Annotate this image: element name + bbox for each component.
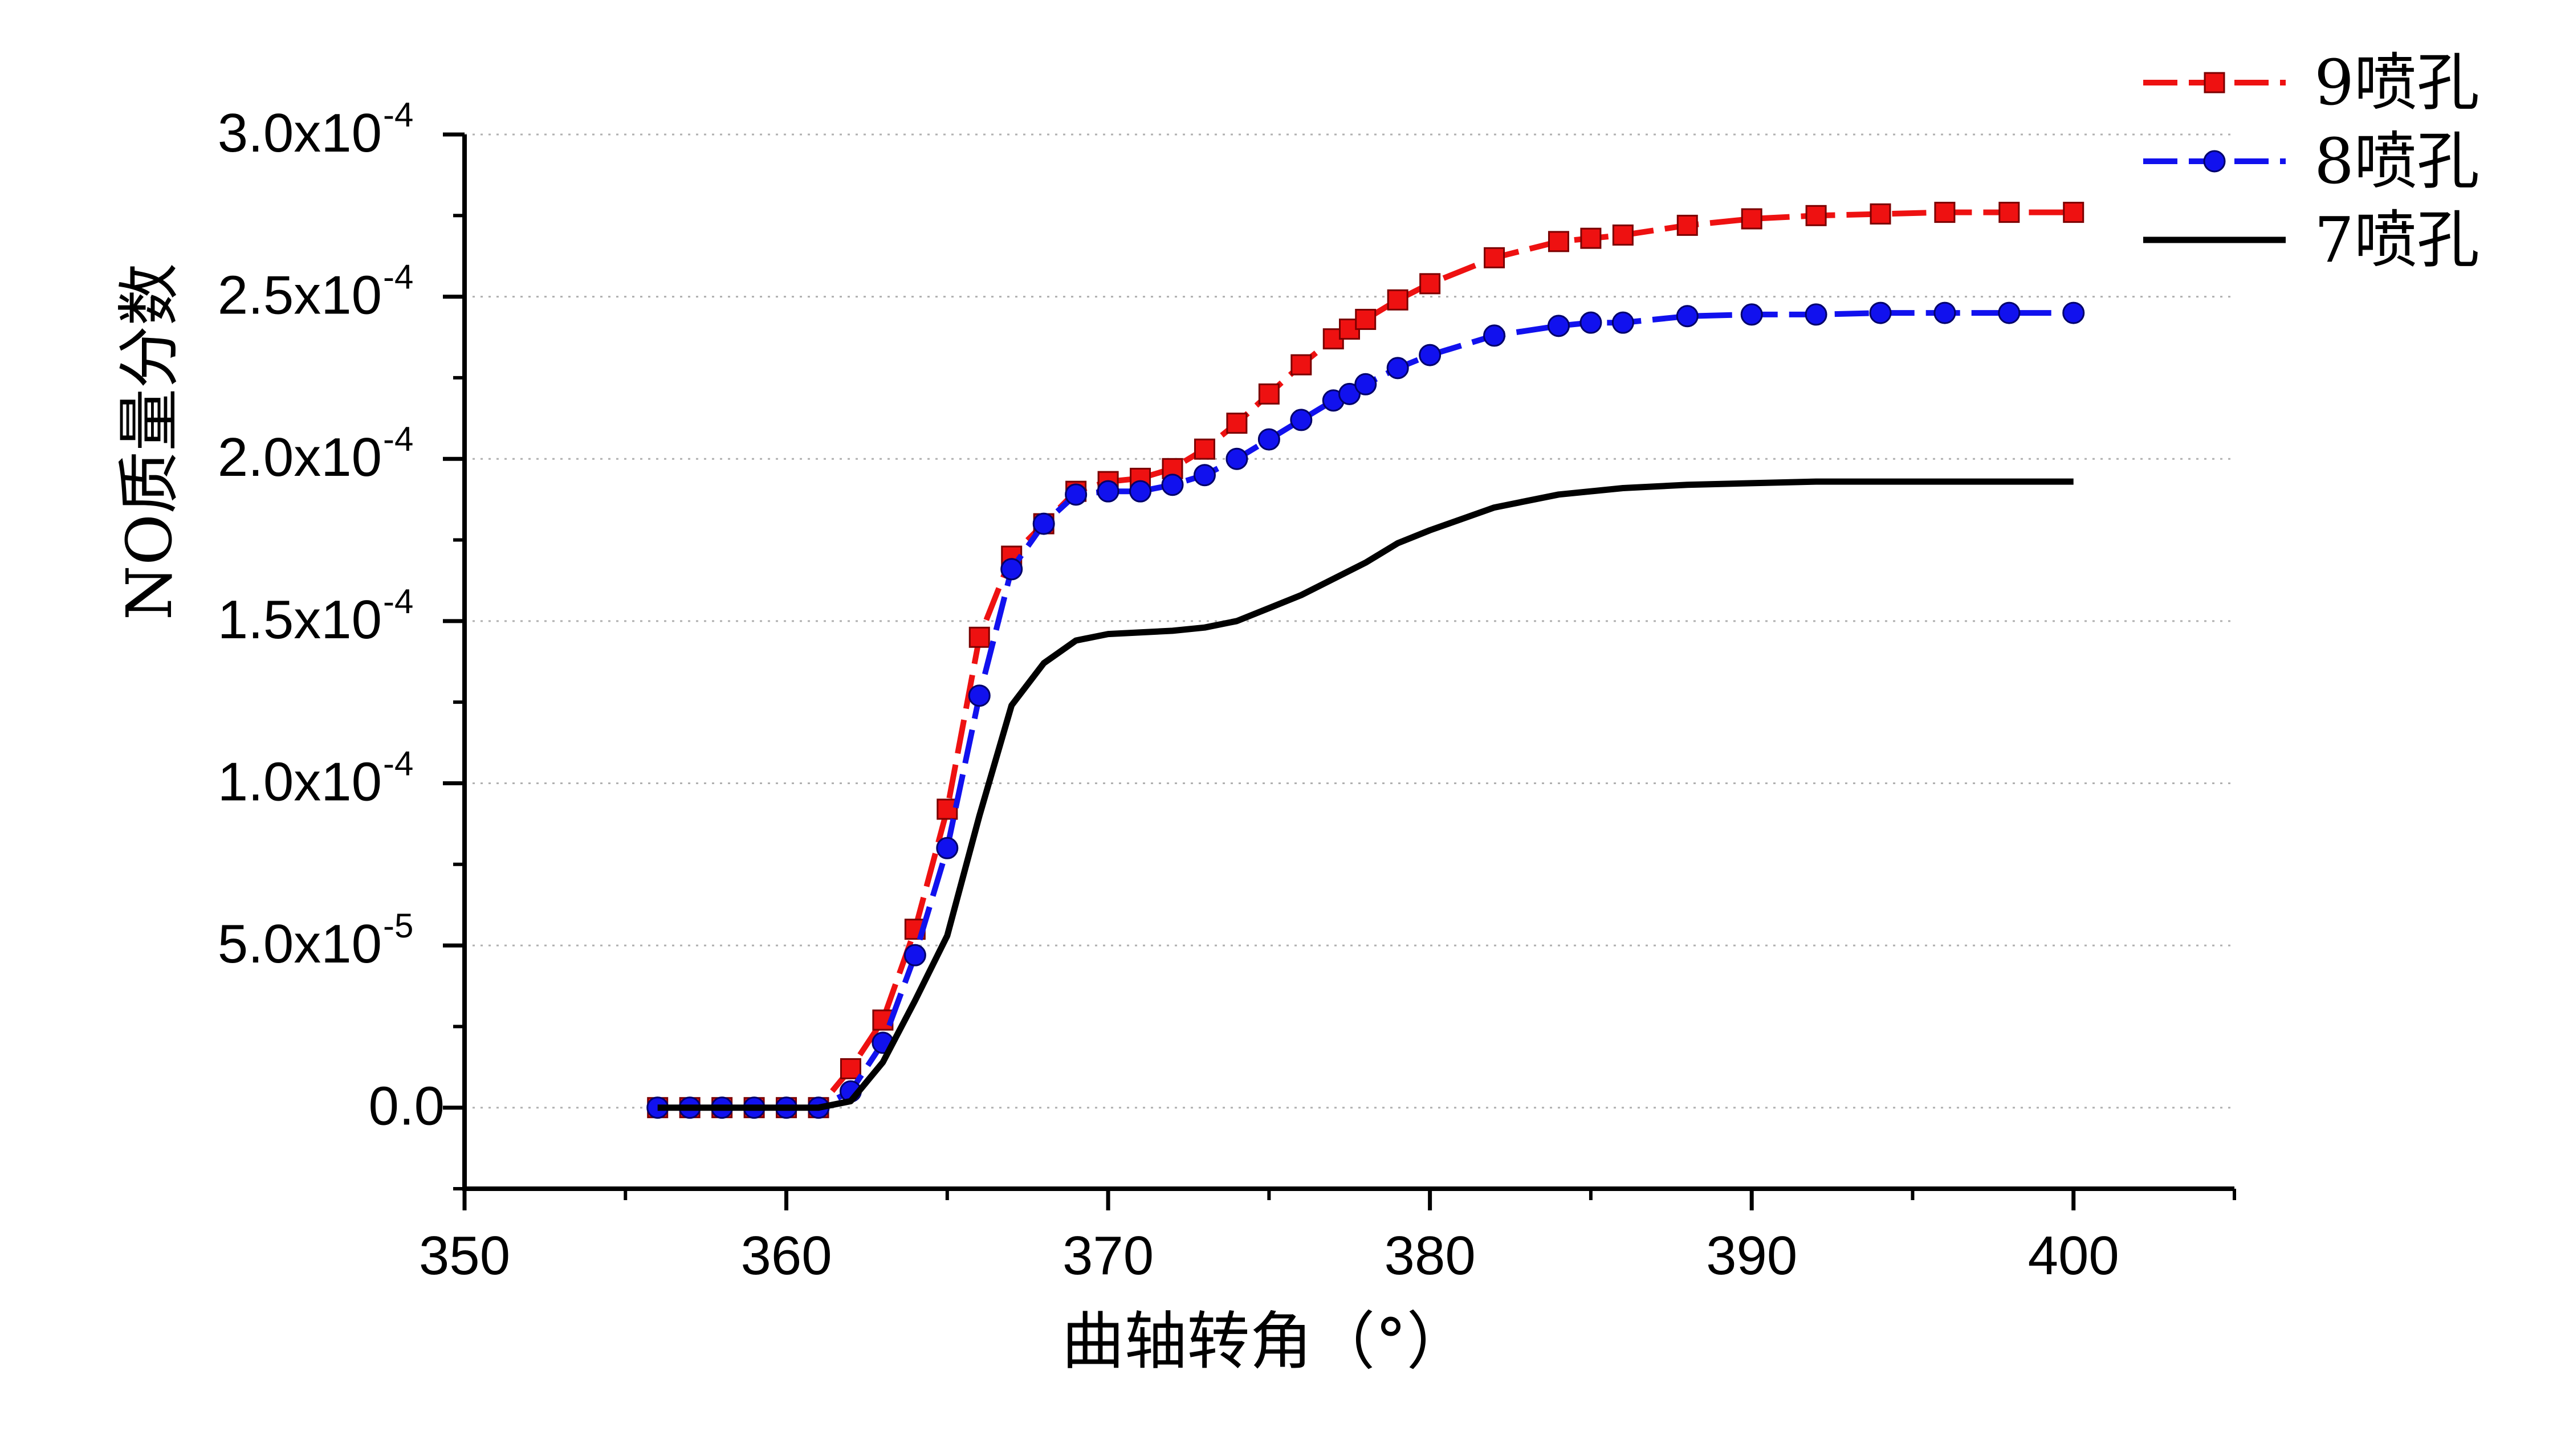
series-3: [657, 478, 2074, 1111]
data-point-circle: [1032, 512, 1055, 535]
data-point-square: [1934, 202, 1956, 223]
legend-item: 7喷孔: [2143, 203, 2480, 276]
data-point-circle: [1000, 558, 1023, 581]
x-tick-label: 350: [419, 1225, 510, 1286]
y-tick-label: 2.5x10: [218, 265, 382, 326]
data-point-circle: [1676, 305, 1699, 328]
y-tick-label: 1.0x10: [218, 751, 382, 812]
data-point-square: [1484, 247, 1505, 268]
data-point-square: [840, 1058, 861, 1079]
data-point-circle: [1386, 357, 1409, 380]
data-point-square: [968, 626, 990, 648]
x-tick-label: 360: [740, 1225, 832, 1286]
y-tick-label-exponent: -4: [383, 96, 413, 134]
legend-item: 8喷孔: [2143, 125, 2480, 198]
data-point-circle: [1805, 303, 1827, 326]
data-point-square: [1805, 205, 1827, 226]
data-point-circle: [2062, 301, 2085, 324]
data-point-square: [1548, 231, 1569, 252]
data-point-circle: [1065, 483, 1088, 506]
data-point-circle: [936, 837, 959, 859]
data-point-circle: [1933, 301, 1956, 324]
data-point-square: [1580, 227, 1602, 249]
x-tick-label: 370: [1062, 1225, 1154, 1286]
data-point-square: [937, 798, 958, 820]
data-point-circle: [1290, 409, 1313, 431]
data-point-square: [1676, 214, 1698, 236]
legend-label: 7喷孔: [2314, 203, 2480, 276]
data-point-square: [1612, 224, 1634, 246]
legend-label: 9喷孔: [2314, 46, 2480, 119]
data-point-circle: [1611, 311, 1634, 334]
x-tick-label: 390: [1706, 1225, 1797, 1286]
data-point-circle: [1161, 474, 1184, 496]
data-point-circle: [1226, 447, 1248, 470]
data-point-square: [1419, 273, 1441, 295]
data-point-circle: [1097, 480, 1119, 503]
y-tick-label: 0.0: [369, 1076, 445, 1137]
data-point-circle: [1998, 301, 2021, 324]
legend-label: 8喷孔: [2314, 125, 2480, 198]
y-tick-label-exponent: -4: [383, 582, 413, 621]
x-tick-label: 380: [1385, 1225, 1476, 1286]
y-tick-label: 1.5x10: [218, 589, 382, 650]
data-point-circle: [903, 944, 926, 966]
data-point-circle: [1740, 303, 1763, 326]
y-tick-label-exponent: -4: [383, 258, 413, 296]
series-line: [657, 478, 2074, 1111]
data-point-circle: [1579, 311, 1602, 334]
legend-item: 9喷孔: [2143, 46, 2480, 119]
y-tick-label: 5.0x10: [218, 913, 382, 974]
data-point-square: [1290, 354, 1312, 376]
series-1: [647, 202, 2084, 1119]
data-point-square: [1226, 413, 1248, 434]
data-point-circle: [968, 684, 991, 707]
data-point-square: [1387, 289, 1408, 311]
data-point-square: [1870, 203, 1891, 225]
data-point-circle: [1354, 373, 1377, 395]
data-point-circle: [1483, 324, 1506, 347]
data-point-circle: [1869, 301, 1892, 324]
series-layer: [646, 202, 2085, 1119]
y-tick-label-exponent: -4: [383, 744, 413, 782]
legend-marker-square: [2204, 72, 2225, 93]
y-tick-label: 2.0x10: [218, 427, 382, 488]
legend-marker-circle: [2203, 150, 2226, 173]
data-point-circle: [1257, 428, 1280, 451]
y-axis-title: NO质量分数: [113, 263, 186, 620]
data-point-circle: [1129, 480, 1152, 503]
y-tick-label-exponent: -5: [383, 907, 413, 945]
data-point-square: [1998, 202, 2020, 223]
data-point-square: [2063, 202, 2084, 223]
data-point-square: [1741, 208, 1762, 230]
data-point-circle: [1338, 382, 1361, 405]
data-point-circle: [1547, 315, 1570, 337]
data-point-circle: [1193, 464, 1216, 487]
data-point-circle: [1419, 344, 1442, 366]
axes: [443, 132, 2236, 1210]
data-point-square: [1194, 438, 1215, 460]
x-tick-label: 400: [2028, 1225, 2119, 1286]
series-2: [646, 301, 2085, 1119]
data-point-square: [1355, 308, 1377, 330]
y-tick-label-exponent: -4: [383, 420, 413, 458]
data-point-square: [1258, 383, 1280, 405]
x-axis-title: 曲轴转角（°）: [1062, 1305, 1469, 1378]
y-tick-label: 3.0x10: [218, 103, 382, 164]
